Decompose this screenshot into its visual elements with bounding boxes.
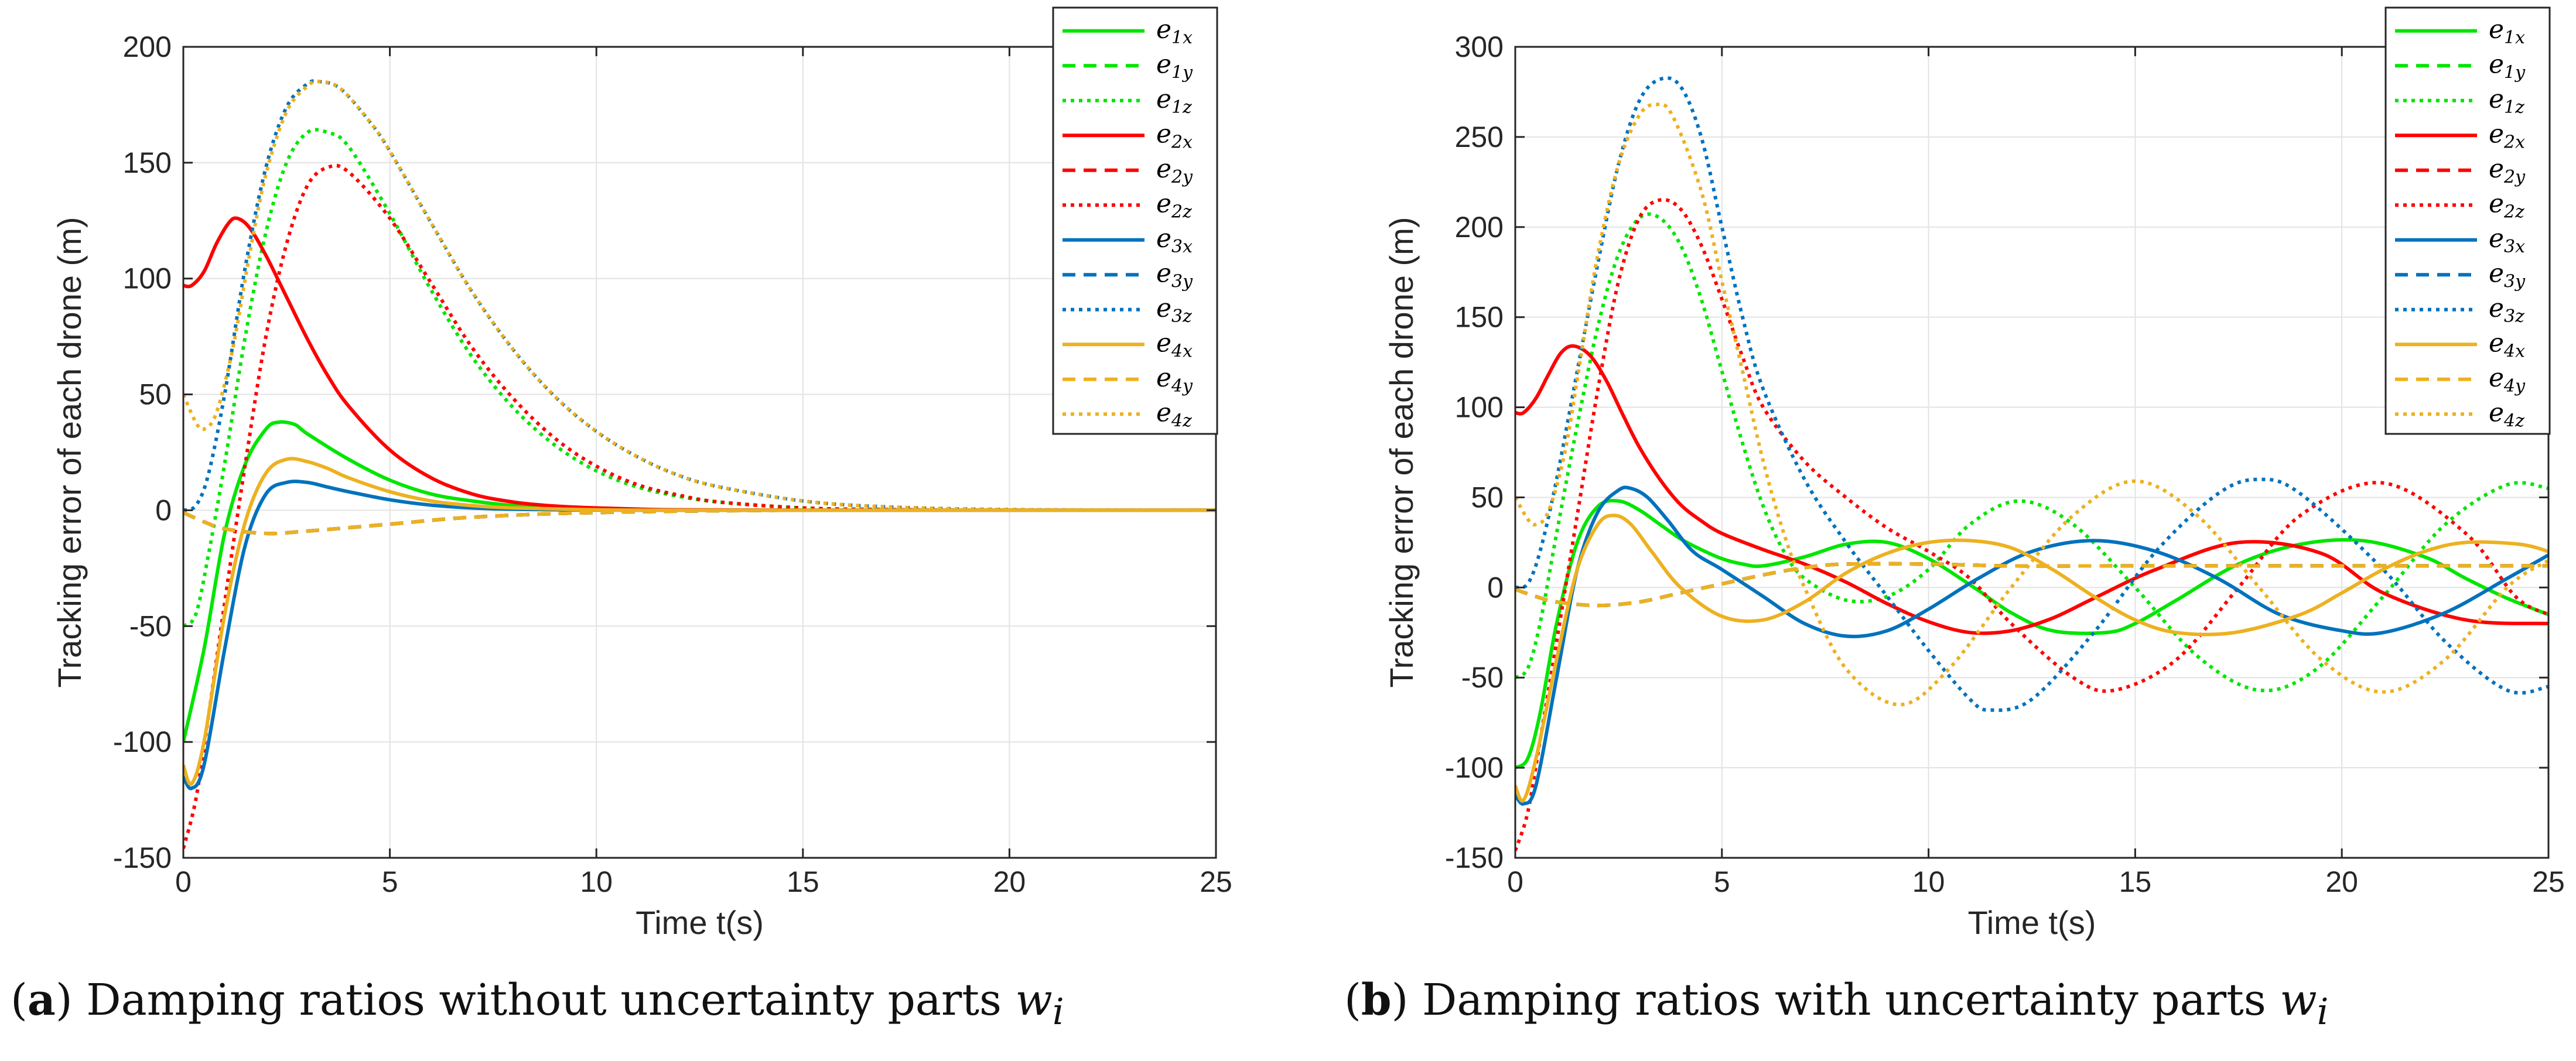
series-group xyxy=(1515,76,2548,851)
y-tick-label: 0 xyxy=(1487,571,1504,604)
y-tick-label: -150 xyxy=(1445,841,1504,874)
series-line-e4z xyxy=(1515,102,2548,707)
legend-box xyxy=(1052,6,1218,435)
caption-a: (a) Damping ratios without uncertainty p… xyxy=(11,975,1064,1033)
y-axis-label: Tracking error of each drone (m) xyxy=(1383,217,1420,688)
series-line-e4z xyxy=(183,80,1216,512)
series-group xyxy=(183,79,1216,849)
legend-box xyxy=(2384,6,2551,435)
y-tick-label: 50 xyxy=(1471,481,1504,514)
y-tick-label: -50 xyxy=(129,610,172,642)
y-tick-label: -50 xyxy=(1461,661,1504,694)
series-line-e2z xyxy=(183,163,1216,849)
x-tick-label: 5 xyxy=(382,865,398,898)
x-axis-label: Time t(s) xyxy=(1968,904,2096,941)
series-line-e2x xyxy=(1515,344,2548,635)
y-axis-label: Tracking error of each drone (m) xyxy=(51,217,88,688)
series-line-e4y xyxy=(1515,562,2548,608)
legend-label-e2x: e2x xyxy=(1156,119,1193,152)
axes-box xyxy=(1514,46,2550,859)
plot-area xyxy=(1515,47,2548,858)
legend-label-e4x: e4x xyxy=(2489,328,2525,361)
legend-label-e4y: e4y xyxy=(2489,363,2526,396)
legend-label-e4z: e4z xyxy=(1156,398,1192,431)
legend-label-e4z: e4z xyxy=(2489,398,2524,431)
y-tick-label: 50 xyxy=(139,378,172,411)
legend-label-e3y: e3y xyxy=(2489,258,2526,292)
legend-label-e3z: e3z xyxy=(1156,293,1192,327)
y-tick-label: 0 xyxy=(155,494,172,526)
x-tick-label: 25 xyxy=(1200,865,1232,898)
y-tick-label: 250 xyxy=(1455,121,1504,153)
axes-box xyxy=(182,46,1217,859)
legend-label-e1x: e1x xyxy=(2489,15,2525,48)
legend-label-e3x: e3x xyxy=(1156,224,1193,257)
series-line-e2z xyxy=(1515,197,2548,851)
x-tick-label: 5 xyxy=(1714,865,1730,898)
y-tick-label: 100 xyxy=(123,262,172,295)
x-tick-label: 15 xyxy=(787,865,819,898)
y-tick-label: -100 xyxy=(113,725,172,758)
series-line-e3z xyxy=(1515,76,2548,712)
legend-label-e3z: e3z xyxy=(2489,293,2524,327)
caption-b: (b) Damping ratios with uncertainty part… xyxy=(1344,975,2329,1033)
chart-panel-a: 0 5 10 15 20 25 -150 -100 -50 0 50 100 150 200 Time t(… xyxy=(51,6,1232,941)
legend-label-e2x: e2x xyxy=(2489,119,2525,152)
legend-label-e2y: e2y xyxy=(1156,154,1193,187)
y-tick-label: -150 xyxy=(113,841,172,874)
legend-label-e4x: e4x xyxy=(1156,328,1193,361)
y-tick-label: 150 xyxy=(1455,301,1504,334)
legend-label-e1z: e1z xyxy=(1156,84,1192,118)
series-line-e4x xyxy=(1515,514,2548,803)
legend-label-e2z: e2z xyxy=(1156,189,1192,222)
legend-label-e1x: e1x xyxy=(1156,15,1193,48)
x-tick-label: 25 xyxy=(2532,865,2565,898)
legend-label-e3y: e3y xyxy=(1156,258,1193,292)
plot-area xyxy=(183,47,1216,858)
legend-label-e1y: e1y xyxy=(1156,49,1193,83)
legend-label-e4y: e4y xyxy=(1156,363,1193,396)
y-tick-label: 150 xyxy=(123,146,172,179)
x-tick-label: 20 xyxy=(2325,865,2358,898)
x-axis-label: Time t(s) xyxy=(636,904,764,941)
x-tick-label: 20 xyxy=(993,865,1026,898)
x-tick-label: 10 xyxy=(580,865,613,898)
y-tick-label: 100 xyxy=(1455,391,1504,424)
series-line-e1z xyxy=(1515,212,2548,693)
series-line-e1x xyxy=(1515,498,2548,769)
y-tick-label: 300 xyxy=(1455,30,1504,63)
y-tick-label: 200 xyxy=(1455,211,1504,244)
x-tick-label: 0 xyxy=(1507,865,1523,898)
x-tick-label: 15 xyxy=(2119,865,2152,898)
legend-label-e2y: e2y xyxy=(2489,154,2526,187)
x-tick-label: 0 xyxy=(175,865,192,898)
x-tick-label: 10 xyxy=(1912,865,1945,898)
y-tick-label: 200 xyxy=(123,30,172,63)
legend-label-e3x: e3x xyxy=(2489,224,2525,257)
legend-label-e2z: e2z xyxy=(2489,189,2524,222)
series-line-e4y xyxy=(183,508,1216,536)
chart-panel-b: 0 5 10 15 20 25 -150 -100 -50 0 50 100 150 200 250 300 T… xyxy=(1383,6,2565,941)
legend-label-e1y: e1y xyxy=(2489,49,2526,83)
legend-label-e1z: e1z xyxy=(2489,84,2524,118)
y-tick-label: -100 xyxy=(1445,751,1504,784)
series-line-e1z xyxy=(183,128,1216,628)
